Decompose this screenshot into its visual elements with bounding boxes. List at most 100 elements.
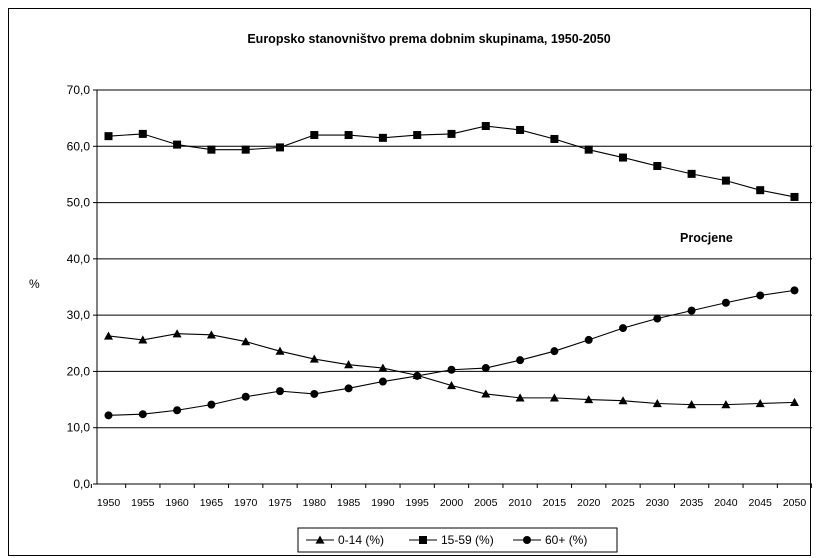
legend-label: 0-14 (%) [338, 533, 384, 547]
data-point [241, 392, 250, 401]
data-point [310, 389, 319, 398]
data-point [653, 161, 662, 170]
data-point [550, 347, 559, 356]
legend: 0-14 (%) 15-59 (%) 60+ (%) [297, 527, 618, 553]
legend-item: 15-59 (%) [409, 533, 494, 547]
legend-box [297, 527, 618, 553]
legend-item: 0-14 (%) [306, 533, 384, 547]
y-tick-label: 50,0 [67, 196, 91, 210]
legend-label: 15-59 (%) [441, 533, 494, 547]
data-point [309, 354, 319, 363]
data-point [310, 131, 319, 140]
data-point [790, 192, 799, 201]
data-point [721, 400, 731, 409]
data-point [619, 153, 627, 162]
data-point [344, 131, 353, 140]
x-tick-label: 1995 [406, 497, 430, 509]
data-point [241, 145, 250, 154]
x-tick-label: 1960 [165, 497, 189, 509]
data-point [481, 389, 491, 398]
x-tick-label: 1970 [234, 497, 258, 509]
data-point [687, 169, 696, 178]
x-tick-label: 1980 [303, 497, 327, 509]
data-point [516, 356, 525, 365]
x-tick-label: 2025 [611, 497, 635, 509]
x-tick-label: 2030 [646, 497, 670, 509]
legend-label: 60+ (%) [545, 533, 587, 547]
data-point [104, 132, 113, 141]
data-point [378, 377, 387, 386]
x-tick-label: 2050 [783, 497, 807, 509]
chart-frame: Europsko stanovništvo prema dobnim skupi… [8, 8, 812, 556]
line-chart: Europsko stanovništvo prema dobnim skupi… [29, 32, 812, 553]
y-tick-label: 10,0 [67, 421, 91, 435]
y-axis-ticks: 0,0 10,0 20,0 30,0 40,0 50,0 60,0 70,0 [67, 83, 97, 491]
data-point [756, 291, 765, 300]
data-point [481, 122, 490, 131]
data-point [515, 393, 525, 402]
y-tick-label: 30,0 [67, 308, 91, 322]
legend-marker [315, 535, 325, 544]
y-tick-label: 20,0 [67, 364, 91, 378]
plot-area [96, 90, 812, 485]
x-tick-label: 2000 [440, 497, 464, 509]
data-point [138, 410, 147, 419]
data-point [584, 335, 593, 344]
data-point [413, 131, 422, 140]
x-tick-label: 2045 [749, 497, 773, 509]
legend-item: 60+ (%) [513, 533, 587, 547]
data-point [276, 387, 284, 396]
data-point [378, 133, 387, 142]
data-point [619, 324, 627, 333]
x-tick-label: 1955 [131, 497, 155, 509]
data-point [104, 331, 113, 340]
data-point [173, 406, 182, 415]
data-point [413, 371, 422, 380]
x-tick-label: 2020 [577, 497, 601, 509]
x-tick-label: 1965 [200, 497, 224, 509]
data-point [516, 125, 525, 134]
data-point [618, 396, 628, 405]
legend-marker [419, 536, 427, 544]
y-tick-label: 0,0 [73, 477, 90, 491]
y-tick-label: 70,0 [67, 83, 91, 97]
data-point [138, 129, 147, 138]
series-group [104, 122, 799, 420]
y-tick-label: 60,0 [67, 139, 91, 153]
x-tick-label: 1985 [337, 497, 361, 509]
data-point [584, 395, 594, 404]
data-point [276, 143, 284, 152]
x-tick-label: 2015 [543, 497, 567, 509]
x-tick-label: 1975 [268, 497, 292, 509]
data-point [138, 335, 148, 344]
series-0-14 [104, 329, 799, 409]
x-tick-label: 2040 [714, 497, 738, 509]
data-point [755, 399, 765, 408]
x-tick-label: 1950 [97, 497, 121, 509]
data-point [721, 176, 730, 185]
data-point [687, 400, 697, 409]
x-tick-label: 2005 [474, 497, 498, 509]
data-point [481, 364, 490, 373]
chart-title: Europsko stanovništvo prema dobnim skupi… [247, 32, 610, 46]
data-point [344, 384, 353, 393]
x-tick-label: 2035 [680, 497, 704, 509]
x-axis-ticks: 1950 1955 1960 1965 1970 1975 1980 1985 1990 1995… [90, 484, 812, 509]
gridlines [97, 89, 812, 429]
data-point [173, 140, 182, 149]
data-point [172, 329, 182, 338]
data-point [275, 346, 285, 355]
y-tick-label: 40,0 [67, 252, 91, 266]
data-point [584, 145, 593, 154]
data-point [687, 306, 696, 315]
data-point [756, 186, 765, 195]
data-point [104, 411, 113, 420]
data-point [447, 129, 456, 138]
data-point [207, 400, 216, 409]
annotation-procjene: Procjene [680, 231, 733, 245]
data-point [207, 145, 216, 154]
data-point [652, 399, 662, 408]
data-point [790, 397, 799, 406]
data-point [653, 314, 662, 323]
data-point [550, 134, 559, 143]
